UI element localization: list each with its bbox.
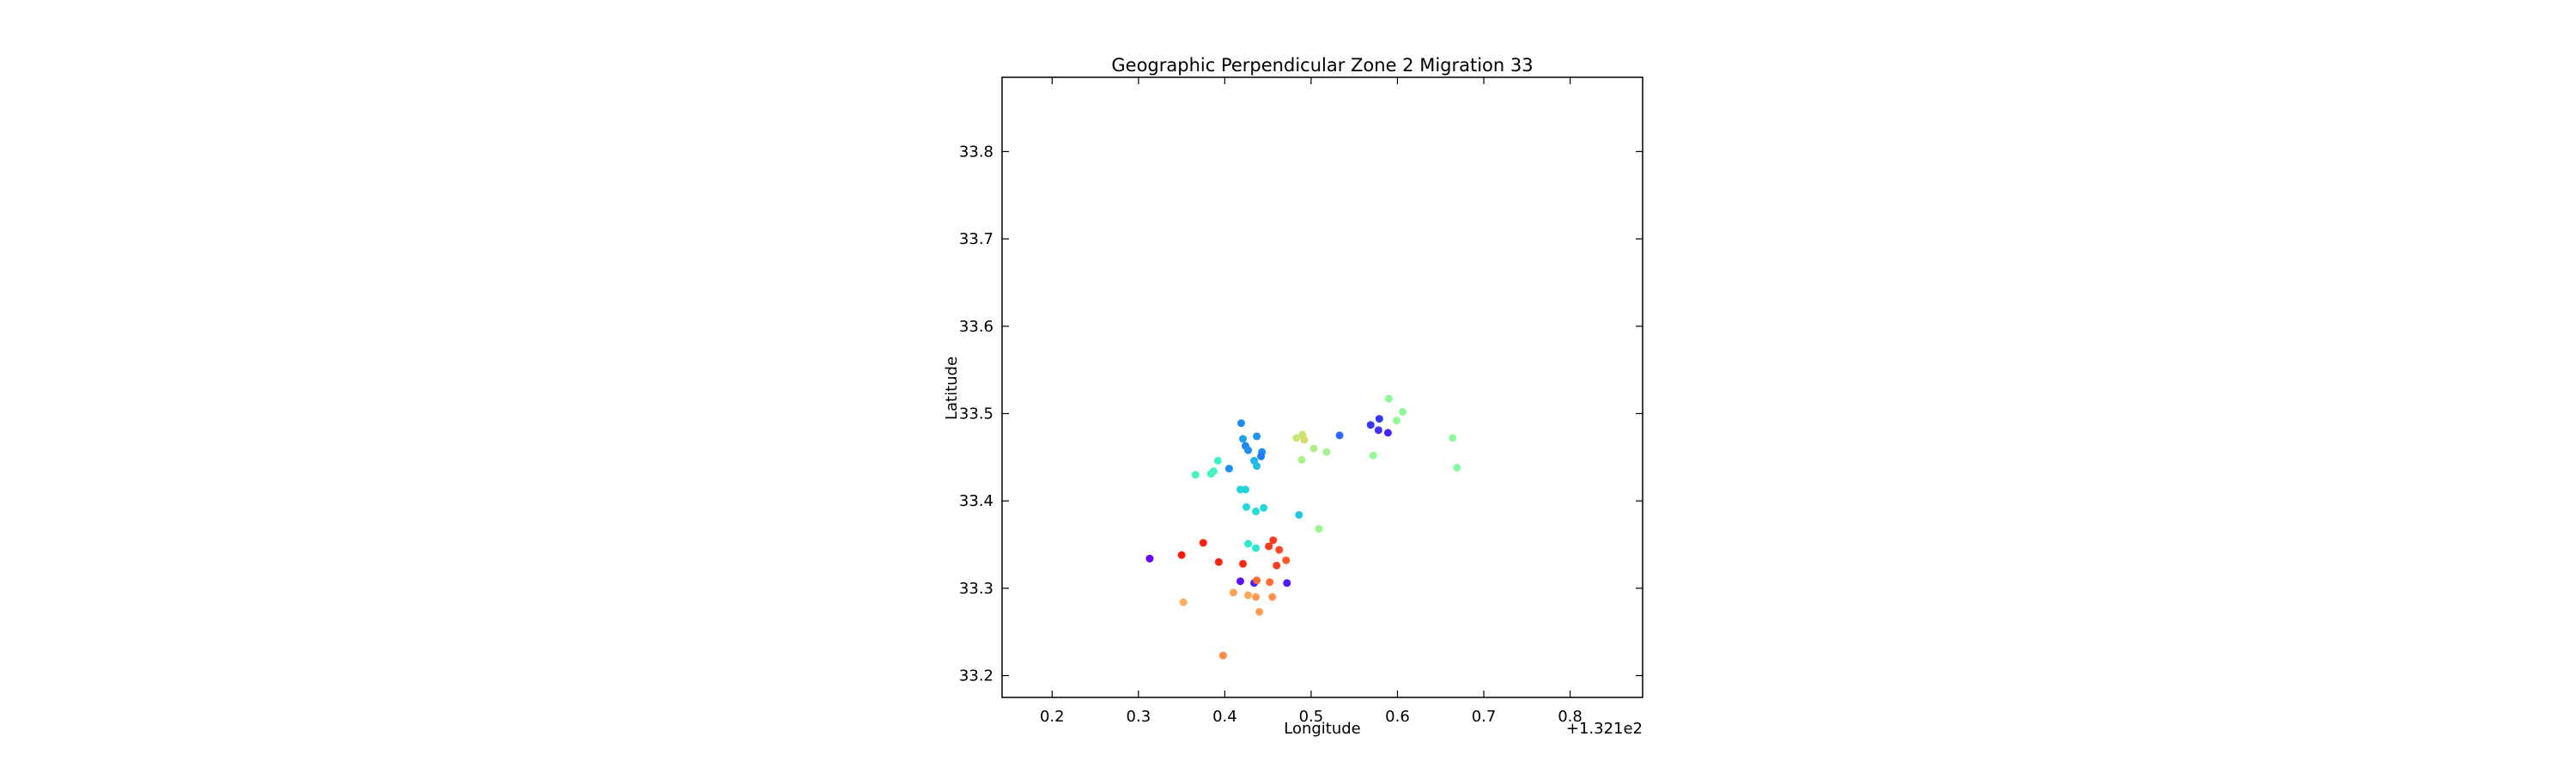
scatter-point (1253, 576, 1261, 585)
scatter-point (1242, 502, 1251, 511)
chart-title: Geographic Perpendicular Zone 2 Migratio… (1111, 55, 1533, 76)
scatter-point (1229, 588, 1237, 597)
x-tick-label: 0.8 (1558, 708, 1583, 726)
axis-ticks: 0.2 0.3 0.4 0.5 0.6 0.7 0.8 33.2 33.3 33.4 33.5 33.… (959, 77, 1643, 726)
scatter-point (1213, 456, 1222, 465)
scatter-point (1449, 434, 1457, 442)
y-tick-label: 33.8 (959, 143, 993, 161)
scatter-point (1268, 593, 1277, 601)
scatter-point (1239, 559, 1248, 568)
scatter-point (1383, 429, 1392, 437)
scatter-point (1206, 470, 1215, 478)
scatter-point (1453, 464, 1461, 472)
x-tick-label: 0.2 (1040, 708, 1065, 726)
scatter-point (1275, 545, 1284, 554)
scatter-point (1322, 447, 1331, 456)
scatter-point (1315, 525, 1323, 533)
x-axis-label: Longitude (1284, 720, 1361, 738)
scatter-point (1252, 544, 1261, 552)
y-tick-label: 33.6 (959, 318, 993, 336)
scatter-point (1366, 421, 1375, 429)
scatter-point (1335, 431, 1344, 440)
scatter-point (1199, 539, 1207, 547)
scatter-point (1266, 578, 1274, 587)
scatter-point (1297, 455, 1306, 464)
x-tick-label: 0.6 (1385, 708, 1410, 726)
scatter-point (1224, 465, 1233, 473)
scatter-point (1191, 471, 1200, 479)
y-tick-label: 33.4 (959, 492, 993, 510)
scatter-point (1265, 542, 1273, 551)
scatter-point (1239, 435, 1248, 443)
scatter-point (1177, 551, 1186, 559)
scatter-point (1252, 507, 1261, 515)
scatter-point (1295, 510, 1303, 519)
scatter-point (1369, 451, 1377, 460)
scatter-point (1244, 539, 1253, 548)
scatter-point (1244, 446, 1253, 454)
scatter-point (1260, 503, 1268, 512)
scatter-point (1253, 432, 1261, 441)
scatter-point (1145, 554, 1154, 563)
x-axis-offset-label: +1.321e2 (1566, 720, 1643, 738)
scatter-point (1214, 557, 1223, 566)
scatter-point (1309, 444, 1318, 453)
scatter-point (1399, 407, 1407, 416)
scatter-point (1273, 561, 1281, 569)
scatter-point (1300, 435, 1309, 444)
scatter-point (1292, 434, 1301, 442)
scatter-point (1282, 556, 1291, 564)
y-tick-label: 33.7 (959, 230, 993, 248)
scatter-point (1392, 417, 1400, 425)
scatter-point (1253, 462, 1261, 471)
scatter-point (1244, 591, 1253, 600)
scatter-point (1252, 593, 1261, 601)
scatter-point (1257, 452, 1266, 460)
scatter-point (1242, 485, 1250, 494)
y-tick-label: 33.5 (959, 405, 993, 423)
scatter-point (1269, 536, 1278, 545)
scatter-point (1236, 419, 1245, 428)
scatter-point (1375, 415, 1383, 423)
scatter-point (1384, 394, 1393, 403)
x-tick-label: 0.5 (1299, 708, 1324, 726)
x-tick-label: 0.4 (1212, 708, 1237, 726)
scatter-point (1283, 579, 1291, 587)
scatter-point (1236, 577, 1244, 586)
scatter-point (1255, 607, 1264, 616)
y-tick-label: 33.3 (959, 580, 993, 598)
x-tick-label: 0.3 (1127, 708, 1151, 726)
x-tick-label: 0.7 (1472, 708, 1497, 726)
y-axis-label: Latitude (943, 356, 961, 420)
plot-area (1001, 76, 1643, 698)
y-tick-label: 33.2 (959, 667, 993, 685)
scatter-point (1218, 651, 1227, 660)
scatter-point (1179, 598, 1188, 606)
data-points (1145, 394, 1461, 660)
scatter-point (1374, 426, 1382, 435)
